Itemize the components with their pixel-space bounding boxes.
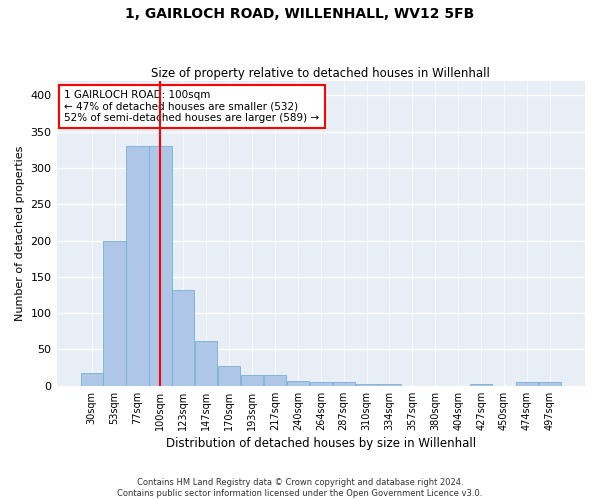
Y-axis label: Number of detached properties: Number of detached properties	[15, 146, 25, 321]
Text: 1, GAIRLOCH ROAD, WILLENHALL, WV12 5FB: 1, GAIRLOCH ROAD, WILLENHALL, WV12 5FB	[125, 8, 475, 22]
Bar	[310, 382, 332, 386]
Bar	[172, 290, 194, 386]
Bar	[149, 146, 172, 386]
Bar	[264, 375, 286, 386]
Bar	[516, 382, 538, 386]
Bar	[287, 380, 309, 386]
Bar	[332, 382, 355, 386]
Bar	[539, 382, 561, 386]
Text: Contains HM Land Registry data © Crown copyright and database right 2024.
Contai: Contains HM Land Registry data © Crown c…	[118, 478, 482, 498]
Bar	[355, 384, 378, 386]
Title: Size of property relative to detached houses in Willenhall: Size of property relative to detached ho…	[151, 66, 490, 80]
Bar	[103, 240, 125, 386]
Bar	[470, 384, 492, 386]
Bar	[80, 372, 103, 386]
Bar	[379, 384, 401, 386]
Text: 1 GAIRLOCH ROAD: 100sqm
← 47% of detached houses are smaller (532)
52% of semi-d: 1 GAIRLOCH ROAD: 100sqm ← 47% of detache…	[64, 90, 320, 123]
Bar	[127, 146, 149, 386]
Bar	[195, 341, 217, 386]
Bar	[241, 375, 263, 386]
X-axis label: Distribution of detached houses by size in Willenhall: Distribution of detached houses by size …	[166, 437, 476, 450]
Bar	[218, 366, 240, 386]
